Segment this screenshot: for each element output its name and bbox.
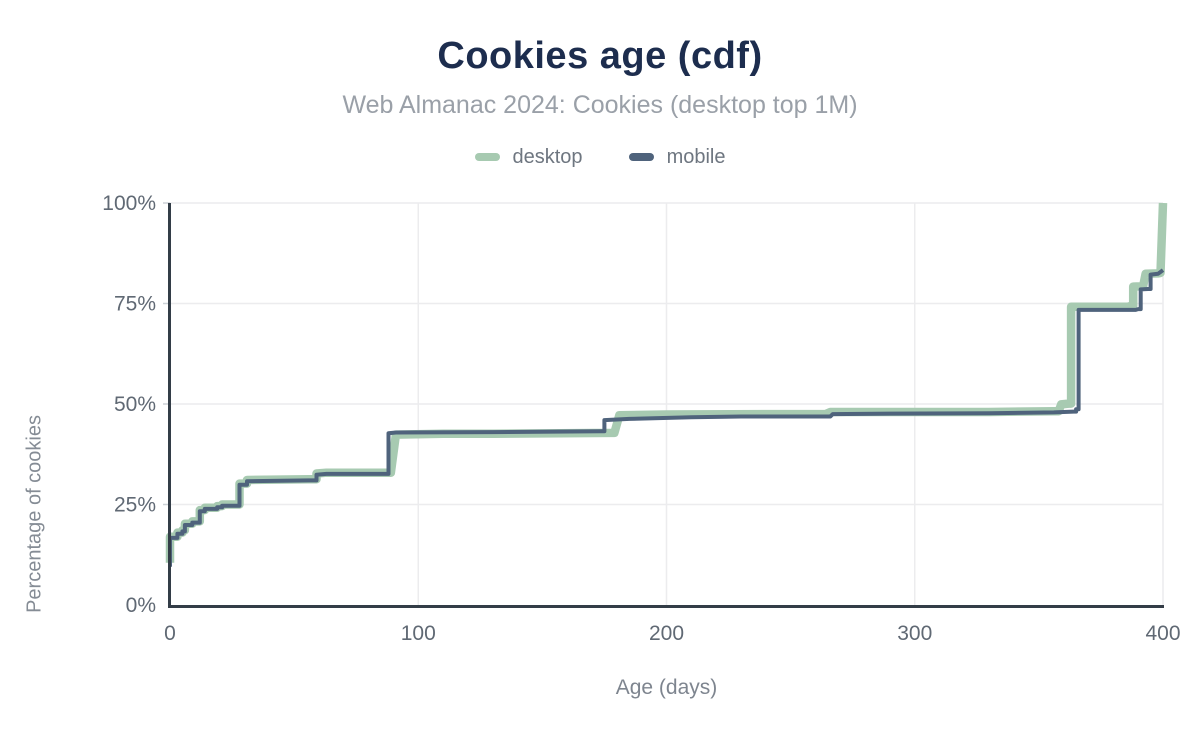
legend-label-desktop: desktop xyxy=(512,145,583,168)
mobile-series-swatch-icon xyxy=(628,153,654,161)
chart-subtitle: Web Almanac 2024: Cookies (desktop top 1… xyxy=(342,91,858,119)
y-tick-label: 25% xyxy=(114,494,156,517)
legend-label-mobile: mobile xyxy=(666,145,726,168)
x-tick-label: 400 xyxy=(1145,622,1180,645)
legend-item-mobile[interactable]: mobile xyxy=(628,145,726,169)
y-axis-title-text: Percentage of cookies xyxy=(23,415,45,613)
x-tick-label: 300 xyxy=(897,622,932,645)
x-tick-label: 0 xyxy=(164,622,176,645)
series-line-mobile xyxy=(168,268,1165,567)
desktop-series-swatch-icon xyxy=(474,153,500,161)
y-tick-label: 100% xyxy=(102,192,156,215)
x-axis-title: Age (days) xyxy=(615,676,718,699)
y-tick-label: 0% xyxy=(126,594,156,617)
x-tick-label: 200 xyxy=(649,622,684,645)
legend: desktop mobile xyxy=(0,144,1200,170)
chart-title: Cookies age (cdf) xyxy=(437,35,763,77)
y-tick-label: 50% xyxy=(114,393,156,416)
legend-item-desktop[interactable]: desktop xyxy=(474,145,583,169)
x-tick-label: 100 xyxy=(401,622,436,645)
y-tick-label: 75% xyxy=(114,293,156,316)
